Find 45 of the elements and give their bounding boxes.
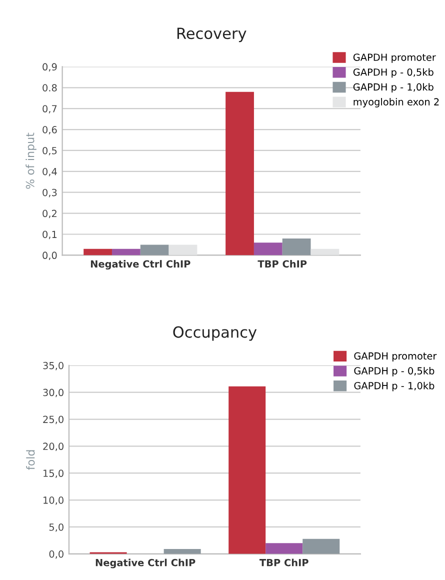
y-tick-label: 5,0 (49, 523, 64, 532)
y-tick-label: 0,7 (42, 105, 57, 114)
y-tick-label: 15,0 (44, 470, 64, 478)
x-tick-label: TBP ChIP (259, 558, 308, 566)
chart-title: Recovery (177, 28, 246, 42)
legend-label: GAPDH p - 1,0kb (353, 83, 434, 93)
y-tick-label: 0,0 (42, 252, 57, 260)
legend-label: GAPDH p - 0,5kb (353, 68, 434, 78)
x-tick-label: Negative Ctrl ChIP (90, 260, 190, 270)
bar (254, 242, 282, 256)
y-tick-label: 0,4 (42, 168, 57, 176)
x-tick-label: TBP ChIP (258, 260, 307, 268)
bar (302, 538, 340, 554)
y-axis-title: % of input (26, 132, 36, 189)
y-tick-label: 0,5 (42, 146, 57, 156)
legend-label: GAPDH p - 1,0kb (354, 382, 434, 392)
bar (228, 386, 266, 554)
y-tick-label: 0,2 (42, 210, 56, 218)
bar (84, 248, 112, 256)
chart-title: Occupancy (173, 326, 257, 341)
y-axis-title: fold (26, 450, 35, 470)
bar (112, 248, 140, 256)
legend-label: GAPDH promoter (354, 352, 437, 362)
bar (226, 92, 254, 256)
x-tick-label: Negative Ctrl ChIP (96, 558, 196, 568)
legend-label: myoglobin exon 2 (354, 98, 439, 108)
y-tick-label: 35,0 (43, 362, 64, 370)
bar (140, 244, 169, 256)
y-tick-label: 0,9 (42, 63, 57, 72)
y-tick-label: 0,6 (42, 126, 57, 134)
y-tick-label: 0.8 (42, 84, 57, 92)
y-tick-label: 0,3 (42, 188, 57, 198)
bar (164, 549, 201, 554)
bar (282, 238, 311, 256)
bar (310, 248, 340, 256)
bar (266, 543, 303, 554)
bar (168, 244, 198, 256)
legend-label: GAPDH promoter (353, 54, 436, 63)
legend-label: GAPDH p - 0,5kb (354, 366, 434, 376)
y-tick-label: 20,0 (43, 442, 64, 452)
y-tick-label: 0,0 (49, 550, 64, 559)
y-tick-label: 25,0 (43, 416, 64, 424)
y-tick-label: 30,0 (43, 388, 64, 398)
y-tick-label: 0,1 (42, 230, 57, 240)
y-tick-label: 10,0 (44, 496, 64, 505)
